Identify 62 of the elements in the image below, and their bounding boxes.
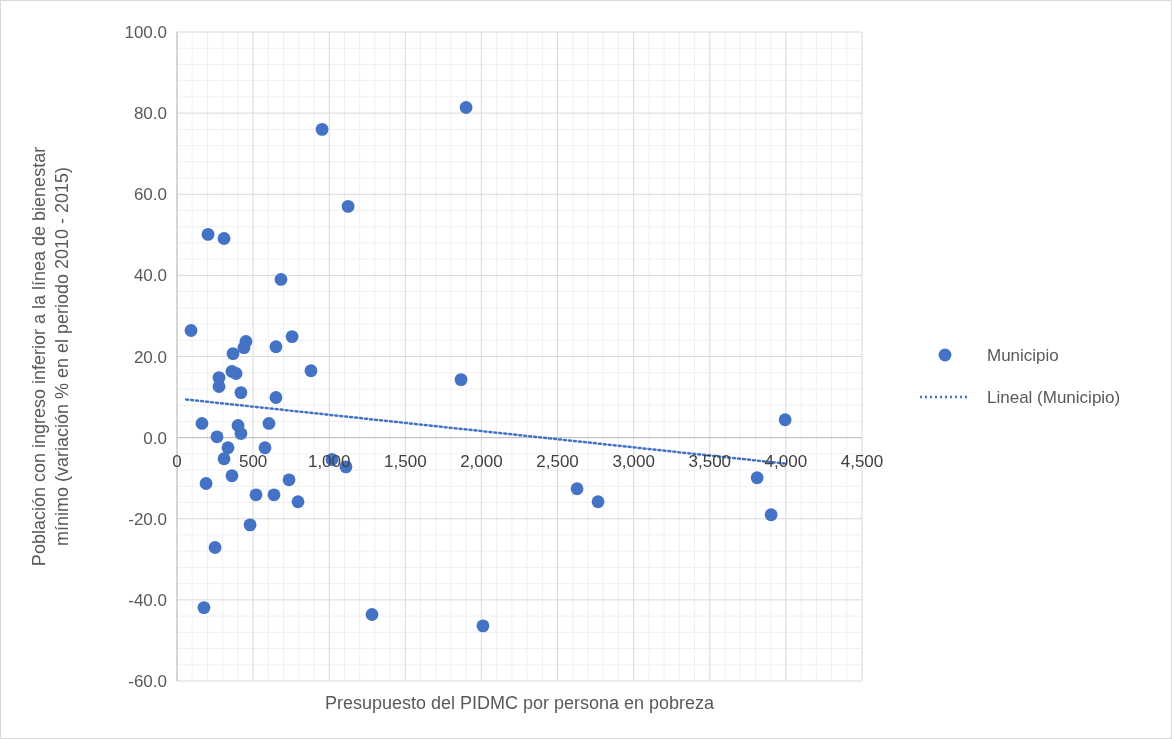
point xyxy=(226,347,240,361)
point xyxy=(750,471,764,485)
point xyxy=(291,495,305,509)
point xyxy=(274,273,288,286)
point xyxy=(267,488,281,502)
point xyxy=(341,200,355,213)
y-tick-label: 60.0 xyxy=(133,185,167,205)
point xyxy=(269,340,283,354)
point xyxy=(195,417,209,430)
point xyxy=(234,427,248,440)
point xyxy=(778,413,792,427)
y-tick-label: 80.0 xyxy=(133,104,167,124)
x-tick-label: 1,500 xyxy=(384,451,427,471)
point xyxy=(315,122,329,136)
point xyxy=(476,619,490,633)
point xyxy=(210,430,224,444)
point xyxy=(262,417,276,430)
x-tick-label: 3,000 xyxy=(612,451,655,471)
y-tick-label: 0.0 xyxy=(143,428,167,448)
point xyxy=(217,232,231,245)
x-tick-label: 4,000 xyxy=(764,451,808,471)
point xyxy=(249,488,263,502)
x-tick-label: 2,500 xyxy=(536,451,579,471)
point xyxy=(197,601,211,614)
point xyxy=(225,469,239,483)
point xyxy=(199,477,213,490)
point xyxy=(201,227,215,241)
point xyxy=(229,367,243,380)
legend-label: Lineal (Municipio) xyxy=(987,388,1121,407)
point xyxy=(212,380,226,393)
point xyxy=(282,473,296,487)
y-tick-label: 40.0 xyxy=(133,266,167,286)
point xyxy=(184,324,198,337)
point xyxy=(570,482,584,496)
x-tick-label: 0 xyxy=(172,451,182,471)
point xyxy=(234,386,248,400)
y-axis-title: Población con ingreso inferior a la línea de bienestar mínimo (variación % en el periodo 2010 - 2015) xyxy=(29,146,72,567)
point xyxy=(237,341,251,354)
x-axis-title: Presupuesto del PIDMC por persona en pobreza xyxy=(324,693,716,713)
point xyxy=(764,508,778,522)
point xyxy=(591,495,605,509)
point xyxy=(217,452,231,466)
point xyxy=(258,441,272,455)
point xyxy=(365,608,379,621)
y-tick-label: 100.0 xyxy=(124,23,167,42)
point xyxy=(243,518,257,532)
x-tick-label: 4,500 xyxy=(840,451,884,471)
legend-label: Municipio xyxy=(987,346,1059,365)
point xyxy=(304,364,318,378)
point xyxy=(459,101,473,114)
x-tick-label: 3,500 xyxy=(688,451,732,471)
point xyxy=(269,391,283,404)
y-tick-label: -20.0 xyxy=(128,509,167,529)
y-tick-label: -40.0 xyxy=(128,590,167,610)
point xyxy=(208,541,222,554)
y-tick-label: 20.0 xyxy=(133,347,167,367)
point xyxy=(454,373,468,387)
point xyxy=(285,330,299,344)
x-tick-label: 500 xyxy=(238,451,268,471)
y-tick-label: -60.0 xyxy=(128,672,167,691)
point xyxy=(221,441,235,455)
x-tick-label: 2,000 xyxy=(460,451,503,471)
